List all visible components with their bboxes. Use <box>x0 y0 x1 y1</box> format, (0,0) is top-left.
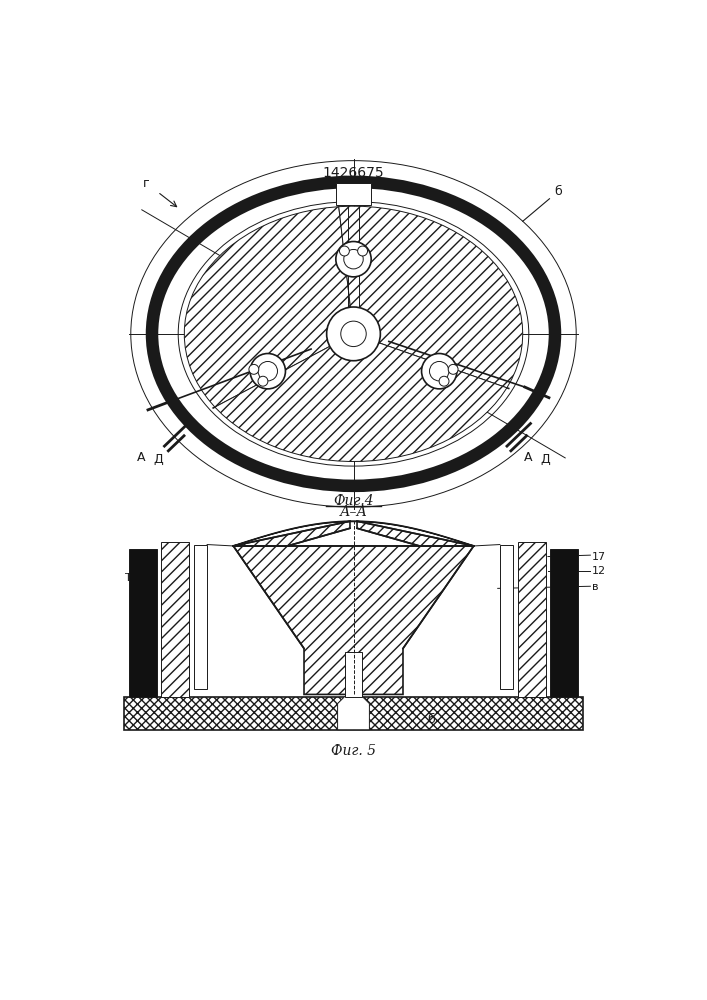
Circle shape <box>341 321 366 347</box>
Polygon shape <box>233 521 350 546</box>
Polygon shape <box>339 206 522 388</box>
Polygon shape <box>233 521 474 546</box>
Text: 15: 15 <box>434 432 448 442</box>
Polygon shape <box>518 542 546 697</box>
Circle shape <box>258 361 278 381</box>
Text: 12: 12 <box>592 566 606 576</box>
Circle shape <box>339 246 349 256</box>
Text: А–А: А–А <box>339 505 368 519</box>
Polygon shape <box>338 697 369 730</box>
Text: 17: 17 <box>592 552 606 562</box>
Text: 7: 7 <box>368 338 375 348</box>
Polygon shape <box>345 652 362 697</box>
Text: 11: 11 <box>438 368 452 378</box>
Circle shape <box>439 376 449 386</box>
Polygon shape <box>550 549 578 697</box>
Text: Фиг.4: Фиг.4 <box>333 494 374 508</box>
Polygon shape <box>194 545 207 689</box>
Circle shape <box>249 364 259 374</box>
Text: Т: Т <box>125 573 156 588</box>
Polygon shape <box>124 697 583 730</box>
Polygon shape <box>129 549 157 697</box>
Text: Д: Д <box>153 453 163 466</box>
Text: 16: 16 <box>430 292 444 302</box>
Circle shape <box>250 354 286 389</box>
Polygon shape <box>357 521 474 546</box>
Circle shape <box>327 307 380 361</box>
Circle shape <box>429 361 449 381</box>
Text: А: А <box>137 451 146 464</box>
Circle shape <box>258 376 268 386</box>
Text: Е: Е <box>195 588 202 598</box>
Polygon shape <box>500 545 513 689</box>
Circle shape <box>358 246 368 256</box>
Text: 1426675: 1426675 <box>322 166 385 180</box>
Polygon shape <box>233 546 474 694</box>
Text: в: в <box>357 654 363 664</box>
Circle shape <box>448 364 458 374</box>
Text: Фиг. 5: Фиг. 5 <box>331 744 376 758</box>
Circle shape <box>421 354 457 389</box>
Ellipse shape <box>181 204 526 464</box>
Circle shape <box>336 242 371 277</box>
Text: б: б <box>428 713 436 726</box>
Text: б: б <box>368 405 375 415</box>
Polygon shape <box>161 542 189 697</box>
Polygon shape <box>215 339 507 462</box>
Circle shape <box>344 249 363 269</box>
Text: г: г <box>143 177 150 190</box>
Text: б: б <box>554 185 562 198</box>
Text: 12: 12 <box>336 257 350 267</box>
Polygon shape <box>336 183 371 205</box>
Text: Д: Д <box>540 453 549 466</box>
Text: в: в <box>592 582 598 592</box>
Text: Е: Е <box>163 588 170 598</box>
Polygon shape <box>185 207 352 407</box>
Text: А: А <box>525 451 533 464</box>
